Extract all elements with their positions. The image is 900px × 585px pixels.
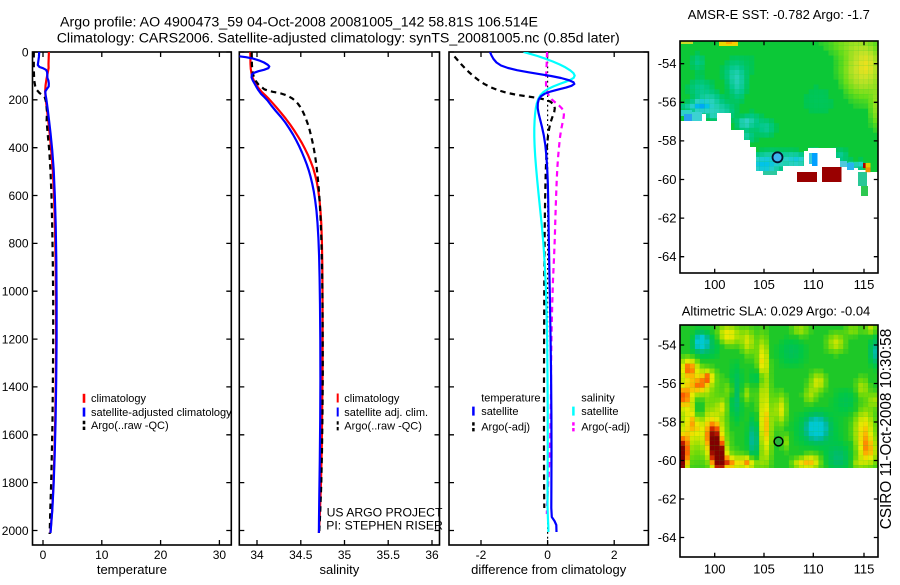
svg-text:-60: -60 <box>658 453 677 468</box>
svg-text:salinity: salinity <box>320 562 360 577</box>
svg-text:-60: -60 <box>658 172 677 187</box>
svg-text:34.5: 34.5 <box>289 548 313 562</box>
svg-text:-58: -58 <box>658 414 677 429</box>
svg-text:-54: -54 <box>658 337 677 352</box>
svg-text:temperature: temperature <box>97 562 167 577</box>
svg-text:1600: 1600 <box>2 428 29 442</box>
svg-text:-56: -56 <box>658 95 677 110</box>
svg-text:1400: 1400 <box>2 380 29 394</box>
svg-text:salinity: salinity <box>581 393 615 405</box>
svg-text:climatology: climatology <box>91 393 147 405</box>
svg-text:1000: 1000 <box>2 285 29 299</box>
svg-text:110: 110 <box>803 561 824 576</box>
svg-text:20: 20 <box>154 548 168 562</box>
svg-text:100: 100 <box>704 561 726 576</box>
svg-text:34: 34 <box>250 548 264 562</box>
svg-text:30: 30 <box>213 548 227 562</box>
svg-text:2: 2 <box>611 548 618 562</box>
svg-text:satellite adj. clim.: satellite adj. clim. <box>344 407 428 419</box>
svg-text:-54: -54 <box>658 56 677 71</box>
svg-text:1800: 1800 <box>2 476 29 490</box>
svg-text:35.5: 35.5 <box>377 548 401 562</box>
svg-text:difference from climatology: difference from climatology <box>471 562 627 577</box>
svg-text:105: 105 <box>753 561 775 576</box>
svg-text:Argo profile: AO 4900473_59 04: Argo profile: AO 4900473_59 04-Oct-2008 … <box>60 14 538 30</box>
svg-text:-58: -58 <box>658 133 677 148</box>
svg-text:115: 115 <box>854 561 875 576</box>
svg-text:2000: 2000 <box>2 524 29 538</box>
svg-text:1200: 1200 <box>2 332 29 346</box>
svg-text:800: 800 <box>8 237 28 251</box>
svg-text:satellite: satellite <box>481 406 518 418</box>
svg-text:100: 100 <box>704 277 726 292</box>
svg-text:-64: -64 <box>658 530 677 545</box>
svg-text:Argo(-adj): Argo(-adj) <box>481 422 530 434</box>
svg-text:200: 200 <box>8 93 28 107</box>
svg-text:-2: -2 <box>476 548 487 562</box>
svg-text:-64: -64 <box>658 249 677 264</box>
svg-text:0: 0 <box>40 548 47 562</box>
svg-text:climatology: climatology <box>344 393 400 405</box>
svg-text:Argo(-adj): Argo(-adj) <box>581 422 630 434</box>
svg-text:0: 0 <box>544 548 551 562</box>
svg-text:105: 105 <box>753 277 775 292</box>
svg-text:110: 110 <box>803 277 824 292</box>
svg-text:400: 400 <box>8 141 28 155</box>
svg-text:temperature: temperature <box>481 393 540 405</box>
svg-text:PI: STEPHEN RISER: PI: STEPHEN RISER <box>326 519 443 533</box>
svg-text:Argo(..raw -QC): Argo(..raw -QC) <box>344 421 422 433</box>
svg-text:Argo(..raw -QC): Argo(..raw -QC) <box>91 420 169 432</box>
svg-text:-62: -62 <box>658 210 677 225</box>
svg-text:115: 115 <box>854 277 875 292</box>
svg-text:AMSR-E SST: -0.782 Argo: -1.7: AMSR-E SST: -0.782 Argo: -1.7 <box>688 7 870 22</box>
svg-text:-62: -62 <box>658 491 677 506</box>
svg-text:0: 0 <box>22 45 29 59</box>
svg-text:600: 600 <box>8 189 28 203</box>
svg-text:10: 10 <box>95 548 109 562</box>
svg-text:satellite: satellite <box>581 406 618 418</box>
svg-text:Altimetric SLA: 0.029 Argo: -0: Altimetric SLA: 0.029 Argo: -0.04 <box>682 303 871 318</box>
svg-text:35: 35 <box>338 548 352 562</box>
svg-text:US ARGO PROJECT: US ARGO PROJECT <box>327 506 443 520</box>
svg-text:36: 36 <box>425 548 439 562</box>
svg-text:-56: -56 <box>658 376 677 391</box>
svg-text:CSIRO 11-Oct-2008 10:30:58: CSIRO 11-Oct-2008 10:30:58 <box>878 329 895 529</box>
svg-text:satellite-adjusted climatology: satellite-adjusted climatology <box>91 407 232 419</box>
svg-text:Climatology: CARS2006. Satelli: Climatology: CARS2006. Satellite-adjuste… <box>57 30 620 46</box>
